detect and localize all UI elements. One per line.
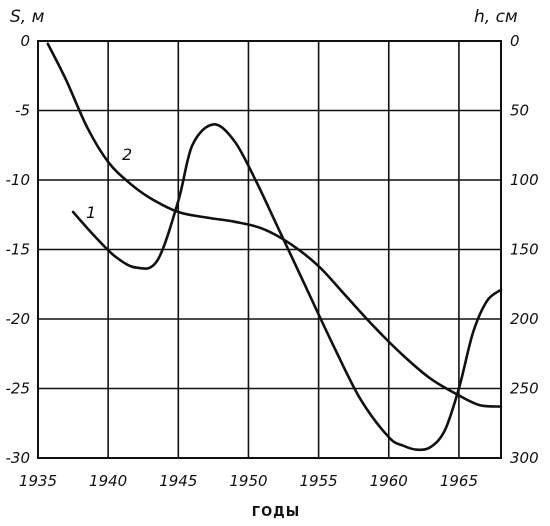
left-tick-label: -30	[6, 449, 31, 467]
series-label-1: 1	[86, 203, 96, 222]
left-tick-label: -5	[15, 102, 30, 120]
left-tick-label: -20	[6, 310, 31, 328]
left-axis-label: S, м	[10, 7, 45, 27]
series-label-2: 2	[122, 145, 132, 164]
right-axis-label: h, см	[474, 7, 518, 27]
x-tick-label: 1950	[229, 472, 267, 490]
left-tick-labels: 0 -5 -10 -15 -20 -25 -30	[6, 32, 31, 467]
right-tick-label: 50	[510, 102, 529, 120]
right-tick-label: 0	[510, 32, 520, 50]
plot-frame	[37, 40, 502, 459]
x-tick-labels: 1935 1940 1945 1950 1955 1960 1965	[19, 472, 478, 490]
left-tick-label: -15	[6, 241, 31, 259]
series-curves	[46, 42, 503, 452]
x-tick-label: 1955	[300, 472, 338, 490]
left-tick-label: -10	[6, 171, 31, 189]
right-tick-label: 300	[510, 449, 539, 467]
right-tick-labels: 0 50 100 150 200 250 300	[510, 32, 539, 467]
right-tick-label: 150	[510, 241, 539, 259]
x-tick-label: 1965	[440, 472, 478, 490]
right-tick-label: 200	[510, 310, 539, 328]
series-line-1	[71, 123, 503, 452]
x-tick-label: 1960	[370, 472, 408, 490]
right-tick-label: 250	[510, 380, 539, 398]
x-tick-label: 1940	[89, 472, 127, 490]
series-line-2	[46, 42, 503, 408]
left-tick-label: 0	[20, 32, 30, 50]
x-tick-label: 1945	[159, 472, 197, 490]
right-tick-label: 100	[510, 171, 539, 189]
left-tick-label: -25	[6, 380, 31, 398]
x-tick-label: 1935	[19, 472, 57, 490]
x-axis-title: ГОДЫ	[252, 505, 300, 520]
